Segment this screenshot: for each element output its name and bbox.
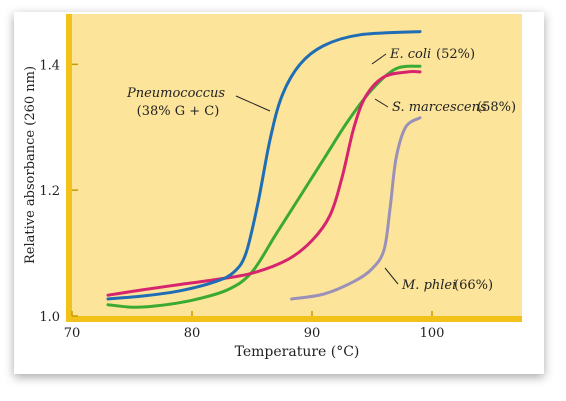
axis-ticks: 70 80 90 100 1.0 1.2 1.4 (39, 58, 444, 341)
label-e-coli: E. coli (52%) (389, 47, 475, 62)
curve-s-marcescens (106, 70, 422, 297)
x-tick-label: 90 (304, 326, 321, 341)
callout-line (371, 53, 387, 65)
label-e-coli-name: E. coli (389, 47, 431, 62)
curves (106, 30, 422, 309)
label-m-phlei-detail: (66%) (454, 278, 493, 293)
x-tick-label: 100 (420, 326, 445, 341)
x-tick-label: 70 (64, 326, 81, 341)
plot-area (72, 14, 522, 316)
label-s-marcescens-name: S. marcescens (392, 100, 487, 115)
label-pneumococcus-detail: (38% G + C) (137, 104, 220, 119)
curve-m-phlei (290, 116, 422, 301)
label-m-phlei-name: M. phlei (401, 278, 456, 293)
callout-line (374, 98, 389, 108)
label-pneumococcus-name: Pneumococcus (126, 86, 225, 101)
y-axis-label: Relative absorbance (260 nm) (23, 66, 38, 264)
x-axis-label: Temperature (°C) (235, 344, 360, 360)
callout-line (384, 267, 399, 285)
curve-pneumococcus (106, 30, 422, 301)
y-axis-line (66, 14, 72, 322)
label-m-phlei: M. phlei (66%) (401, 278, 493, 293)
callout-lines (235, 53, 399, 285)
callout-line (235, 95, 271, 112)
y-tick-label: 1.2 (39, 184, 60, 199)
y-tick-label: 1.4 (39, 58, 60, 73)
label-s-marcescens-detail: (58%) (477, 100, 516, 115)
label-e-coli-detail: (52%) (436, 47, 475, 62)
y-tick-label: 1.0 (39, 310, 60, 325)
x-tick-label: 80 (184, 326, 201, 341)
x-axis-line (66, 316, 522, 322)
label-s-marcescens: S. marcescens (58%) (392, 100, 516, 115)
label-pneumococcus: Pneumococcus (38% G + C) (126, 86, 225, 119)
